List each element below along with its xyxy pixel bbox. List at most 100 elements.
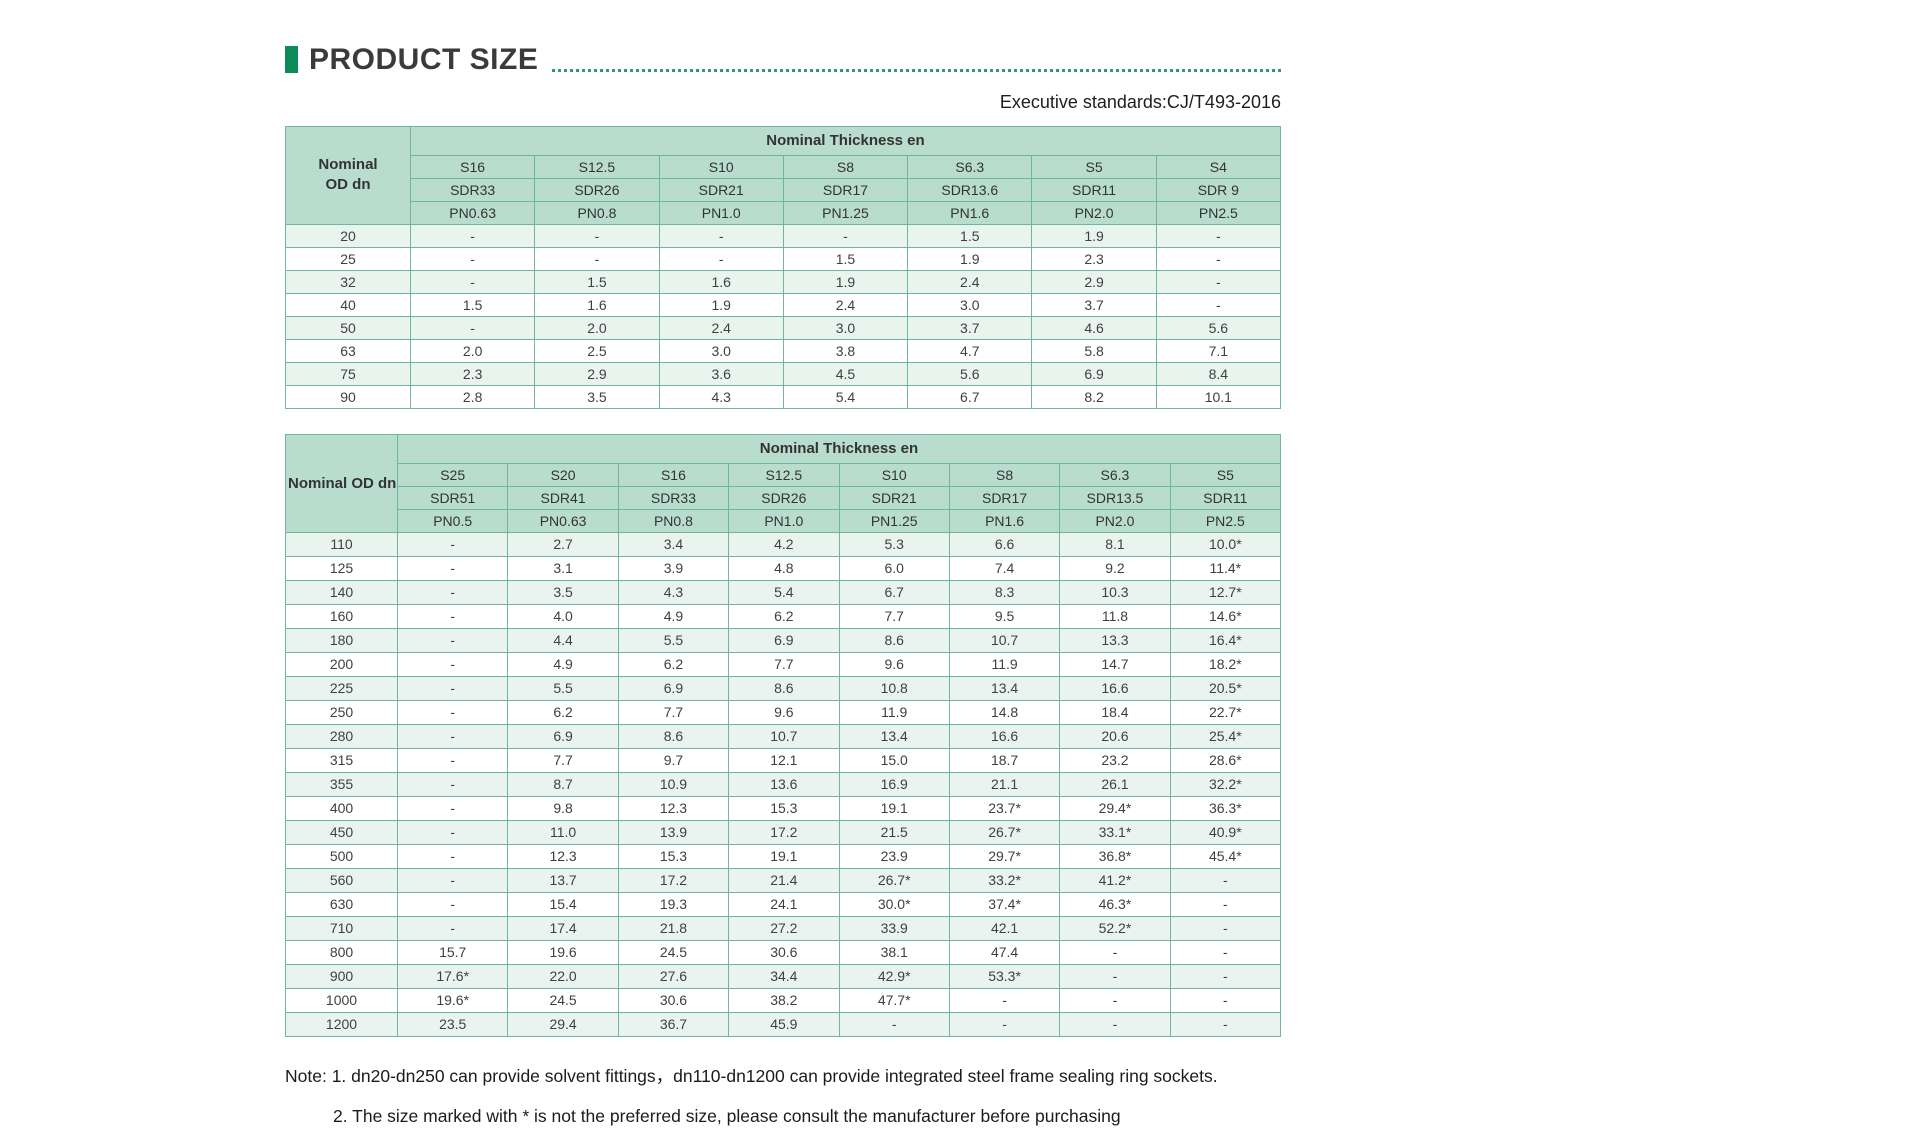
sdr-cell: SDR21 [658, 177, 784, 202]
value-cell: 6.9 [617, 675, 730, 701]
table-row: 40 1.5 1.6 1.9 2.4 3.0 3.7- [285, 292, 1282, 317]
sdr-cell: SDR17 [948, 485, 1061, 510]
value-cell: 21.1 [948, 771, 1061, 797]
dn-cell: 1000 [285, 987, 398, 1013]
s-class-cell: S16 [409, 154, 536, 179]
value-cell: 8.3 [948, 579, 1061, 605]
value-cell: 3.0 [782, 315, 909, 340]
value-cell: 12.3 [507, 843, 619, 869]
value-cell: 29.7* [948, 843, 1061, 869]
value-cell: - [396, 843, 509, 869]
value-cell: 16.6 [1059, 675, 1171, 701]
dn-cell: 250 [285, 699, 398, 725]
group-header-cell: Nominal Thickness en [397, 433, 1281, 464]
s-class-cell: S5 [1031, 154, 1157, 179]
value-cell: 19.1 [838, 795, 950, 821]
value-cell: 6.2 [728, 603, 840, 629]
value-cell: 10.0* [1169, 531, 1282, 557]
value-cell: 1.5 [782, 246, 909, 271]
value-cell: 2.0 [409, 338, 536, 363]
value-cell: - [396, 579, 509, 605]
value-cell: 9.7 [617, 747, 730, 773]
value-cell: - [1169, 939, 1282, 965]
value-cell: 46.3* [1059, 891, 1171, 917]
value-cell: 12.1 [728, 747, 840, 773]
value-cell: - [396, 723, 509, 749]
value-cell: 23.5 [396, 1011, 509, 1037]
sdr-cell: SDR33 [409, 177, 536, 202]
value-cell: 2.8 [409, 384, 536, 409]
value-cell: 53.3* [948, 963, 1061, 989]
value-cell: 5.5 [507, 675, 619, 701]
pn-cell: PN2.5 [1169, 508, 1282, 533]
value-cell: 3.6 [658, 361, 784, 386]
value-cell: 7.4 [948, 555, 1061, 581]
value-cell: 27.2 [728, 915, 840, 941]
value-cell: 6.7 [907, 384, 1033, 409]
table-row: 32-1.5 1.6 1.9 2.4 2.9- [285, 269, 1282, 294]
value-cell: 20.5* [1169, 675, 1282, 701]
value-cell: 18.7 [948, 747, 1061, 773]
table-row: 355-8.7 10.9 13.6 16.9 21.1 26.1 32.2* [285, 771, 1282, 797]
value-cell: 5.6 [1155, 315, 1282, 340]
value-cell: - [396, 867, 509, 893]
value-cell: - [838, 1011, 950, 1037]
value-cell: - [1169, 963, 1282, 989]
dn-cell: 800 [285, 939, 398, 965]
pn-cell: PN0.8 [534, 200, 660, 225]
corner-label-text: Nominal OD dn [318, 155, 378, 193]
sdr-cell: SDR13.5 [1059, 485, 1171, 510]
value-cell: - [409, 269, 536, 294]
value-cell: 13.3 [1059, 627, 1171, 653]
dn-cell: 315 [285, 747, 398, 773]
value-cell: 4.2 [728, 531, 840, 557]
value-cell: 19.1 [728, 843, 840, 869]
value-cell: 2.9 [1031, 269, 1157, 294]
title-accent-bar [285, 46, 298, 74]
value-cell: 3.8 [782, 338, 909, 363]
value-cell: - [396, 819, 509, 845]
value-cell: 7.7 [507, 747, 619, 773]
value-cell: 6.2 [617, 651, 730, 677]
value-cell: 3.1 [507, 555, 619, 581]
value-cell: 29.4 [507, 1011, 619, 1037]
value-cell: - [1155, 292, 1282, 317]
value-cell: 5.6 [907, 361, 1033, 386]
value-cell: 6.2 [507, 699, 619, 725]
dn-cell: 90 [285, 384, 411, 409]
value-cell: 38.2 [728, 987, 840, 1013]
value-cell: 45.4* [1169, 843, 1282, 869]
value-cell: 2.3 [409, 361, 536, 386]
table-row: 900 17.6* 22.0 27.6 34.4 42.9* 53.3* - - [285, 963, 1282, 989]
value-cell: 1.5 [907, 223, 1033, 248]
dn-cell: 140 [285, 579, 398, 605]
value-cell: 5.5 [617, 627, 730, 653]
value-cell: 11.9 [948, 651, 1061, 677]
value-cell: 30.6 [728, 939, 840, 965]
corner-label: Nominal OD dn [285, 433, 398, 533]
value-cell: 11.0 [507, 819, 619, 845]
value-cell: 32.2* [1169, 771, 1282, 797]
value-cell: 10.3 [1059, 579, 1171, 605]
value-cell: 2.3 [1031, 246, 1157, 271]
value-cell: 9.6 [728, 699, 840, 725]
value-cell: - [1155, 223, 1282, 248]
value-cell: 16.4* [1169, 627, 1282, 653]
value-cell: 42.1 [948, 915, 1061, 941]
value-cell: 22.0 [507, 963, 619, 989]
pn-cell: PN0.63 [507, 508, 619, 533]
value-cell: - [948, 1011, 1061, 1037]
value-cell: 1.6 [534, 292, 660, 317]
dn-cell: 630 [285, 891, 398, 917]
value-cell: 33.1* [1059, 819, 1171, 845]
value-cell: - [396, 699, 509, 725]
value-cell: 4.0 [507, 603, 619, 629]
page-title: PRODUCT SIZE [309, 43, 539, 76]
table-row: 1200 23.5 29.4 36.7 45.9- - - - [285, 1011, 1282, 1037]
dn-cell: 500 [285, 843, 398, 869]
dn-cell: 1200 [285, 1011, 398, 1037]
value-cell: 13.4 [948, 675, 1061, 701]
pn-cell: PN1.0 [728, 508, 840, 533]
value-cell: 10.9 [617, 771, 730, 797]
